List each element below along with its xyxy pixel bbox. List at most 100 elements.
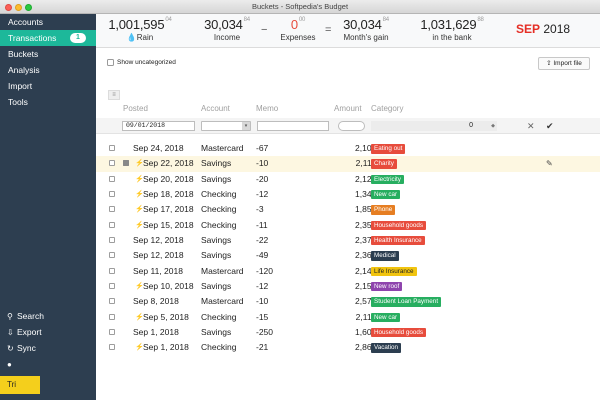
memo-text: -49 xyxy=(256,250,269,261)
edit-pencil-icon[interactable]: ✎ xyxy=(546,159,553,169)
transactions-toolbar: Show uncategorized ⇪ Import file xyxy=(96,48,600,72)
date-filter-input[interactable]: 09/01/2018 xyxy=(122,121,195,131)
category-tag[interactable]: Vacation xyxy=(371,343,402,353)
month-selector[interactable]: SEP 2018 xyxy=(516,22,570,36)
category-tag[interactable]: Household goods xyxy=(371,220,427,231)
show-uncategorized-checkbox[interactable] xyxy=(107,59,114,66)
category-tag[interactable]: Charity xyxy=(371,159,397,169)
category-tag[interactable]: Health Insurance xyxy=(371,235,425,246)
category-tag[interactable]: Electricity xyxy=(371,174,404,185)
sidebar-item-sync[interactable]: ↻ Sync xyxy=(0,340,96,356)
expenses-stat: 000 Expenses xyxy=(268,17,328,42)
category-tag[interactable]: Household goods xyxy=(371,327,427,338)
sidebar-item-transactions[interactable]: Transactions 1 xyxy=(0,30,96,46)
sidebar-item-tools[interactable]: Tools xyxy=(0,94,96,110)
memo-text: -11 xyxy=(256,219,268,230)
rain-label: Rain xyxy=(136,33,154,42)
sidebar-item-buckets[interactable]: Buckets xyxy=(0,46,96,62)
category-amount-filter[interactable]: 0 ◆ xyxy=(371,121,497,131)
posted-date: Sep 10, 2018 xyxy=(143,280,194,291)
apply-filter-icon[interactable]: ✔ xyxy=(546,121,554,131)
row-select-checkbox[interactable] xyxy=(109,344,115,351)
column-header-memo[interactable]: Memo xyxy=(256,104,279,113)
row-select-checkbox[interactable] xyxy=(109,206,115,213)
trial-button[interactable]: Tri xyxy=(0,376,40,394)
posted-date: Sep 18, 2018 xyxy=(143,188,194,199)
account-name: Savings xyxy=(201,234,232,245)
category-tag[interactable]: Medical xyxy=(371,251,399,261)
row-select-checkbox[interactable] xyxy=(109,267,115,274)
import-file-button[interactable]: ⇪ Import file xyxy=(538,57,590,70)
minimize-window-button[interactable] xyxy=(15,3,22,11)
income-stat: 30,03484 Income xyxy=(194,17,260,42)
row-select-checkbox[interactable] xyxy=(109,145,115,151)
memo-text: -250 xyxy=(256,326,274,337)
category-tag[interactable]: Phone xyxy=(371,205,396,215)
row-select-checkbox[interactable] xyxy=(109,221,115,228)
account-filter-select[interactable]: ▾ xyxy=(201,121,251,131)
account-name: Mastercard xyxy=(201,143,244,153)
memo-text: -67 xyxy=(256,143,269,153)
linked-transaction-icon: ⚡ xyxy=(135,344,144,352)
posted-date: Sep 20, 2018 xyxy=(143,173,194,184)
window-title: Buckets - Softpedia's Budget xyxy=(251,2,349,11)
row-select-checkbox[interactable] xyxy=(109,282,115,289)
row-select-checkbox[interactable] xyxy=(109,175,115,182)
amount-filter-input[interactable] xyxy=(338,121,365,131)
row-select-checkbox[interactable] xyxy=(109,298,115,305)
column-header-amount[interactable]: Amount xyxy=(334,104,362,113)
transaction-row[interactable]: ⚡Sep 15, 2018Checking-112,35668Household… xyxy=(96,218,600,233)
sidebar-item-label: Import xyxy=(8,81,33,91)
sidebar-item-accounts[interactable]: Accounts xyxy=(0,14,96,30)
column-header-category[interactable]: Category xyxy=(371,104,404,113)
memo-filter-input[interactable] xyxy=(257,121,329,131)
sidebar-item-search[interactable]: ⚲ Search xyxy=(0,308,96,324)
transaction-row[interactable]: ⚡Sep 20, 2018Savings-202,12468Electricit… xyxy=(96,172,600,187)
category-tag[interactable]: Life Insurance xyxy=(371,266,417,277)
category-tag[interactable]: New car xyxy=(371,312,401,323)
category-tag[interactable]: Eating out xyxy=(371,144,406,154)
column-menu-icon[interactable]: ≡ xyxy=(108,90,120,100)
column-header-account[interactable]: Account xyxy=(201,104,230,113)
close-window-button[interactable] xyxy=(5,3,12,11)
sidebar-item-analysis[interactable]: Analysis xyxy=(0,62,96,78)
row-select-checkbox[interactable] xyxy=(109,328,115,335)
memo-text: -20 xyxy=(256,173,269,184)
row-select-checkbox[interactable] xyxy=(109,190,115,197)
bank-value: 1,031,629 xyxy=(420,17,477,32)
row-select-checkbox[interactable] xyxy=(109,313,115,320)
category-tag[interactable]: New car xyxy=(371,189,401,200)
posted-date: Sep 22, 2018 xyxy=(143,158,194,169)
show-uncategorized-toggle[interactable]: Show uncategorized xyxy=(107,59,176,66)
category-tag[interactable]: Student Loan Payment xyxy=(371,297,442,307)
row-select-checkbox[interactable] xyxy=(109,252,115,259)
sidebar-item-export[interactable]: ⇩ Export xyxy=(0,324,96,340)
category-tag[interactable]: New roof xyxy=(371,281,403,292)
row-select-checkbox[interactable] xyxy=(109,160,115,167)
linked-transaction-icon: ⚡ xyxy=(135,206,144,214)
note-icon[interactable] xyxy=(123,160,129,167)
row-select-checkbox[interactable] xyxy=(109,236,115,243)
posted-date: Sep 11, 2018 xyxy=(133,265,183,276)
zoom-window-button[interactable] xyxy=(25,3,32,11)
expenses-cents: 00 xyxy=(298,17,306,23)
column-header-posted[interactable]: Posted xyxy=(123,104,148,113)
sidebar-item-import[interactable]: Import xyxy=(0,78,96,94)
linked-transaction-icon: ⚡ xyxy=(135,221,144,229)
account-name: Checking xyxy=(201,342,237,353)
clear-filter-icon[interactable]: ✕ xyxy=(527,121,535,131)
year-label: 2018 xyxy=(543,22,571,36)
sidebar-item-chat[interactable]: ● xyxy=(0,356,96,372)
